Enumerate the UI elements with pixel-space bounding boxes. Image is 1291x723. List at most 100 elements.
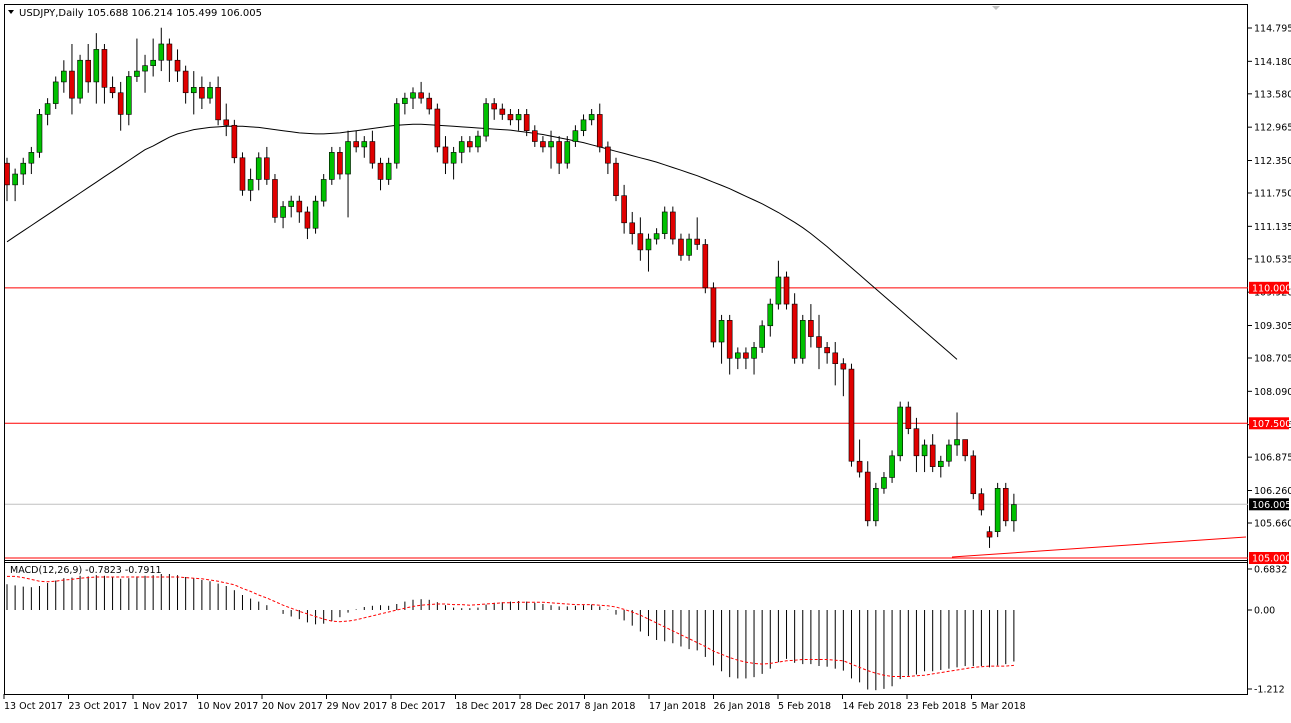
candle[interactable] xyxy=(215,76,221,126)
candle[interactable] xyxy=(702,239,709,294)
candle[interactable] xyxy=(353,130,359,153)
candle[interactable] xyxy=(182,65,189,104)
candle[interactable] xyxy=(101,43,108,104)
candle[interactable] xyxy=(873,482,879,527)
candle[interactable] xyxy=(499,103,506,120)
candle[interactable] xyxy=(621,184,627,234)
candle[interactable] xyxy=(247,168,254,202)
dropdown-triangle-icon[interactable] xyxy=(8,10,14,14)
candle[interactable] xyxy=(588,109,595,126)
candle[interactable] xyxy=(824,342,830,364)
candle[interactable] xyxy=(775,260,782,310)
candle[interactable] xyxy=(946,439,952,467)
candle[interactable] xyxy=(832,342,839,386)
candle[interactable] xyxy=(150,38,156,77)
candle[interactable] xyxy=(272,174,278,223)
candle[interactable] xyxy=(710,282,717,348)
candle[interactable] xyxy=(816,314,822,370)
candle[interactable] xyxy=(905,401,912,435)
candle[interactable] xyxy=(410,87,416,110)
candle[interactable] xyxy=(385,157,392,185)
candle[interactable] xyxy=(393,98,400,169)
candle[interactable] xyxy=(670,206,676,245)
candle[interactable] xyxy=(970,450,977,500)
candle[interactable] xyxy=(61,60,67,93)
candle[interactable] xyxy=(637,217,644,261)
candle[interactable] xyxy=(523,109,530,137)
candle[interactable] xyxy=(52,76,59,110)
candle[interactable] xyxy=(426,92,433,115)
candle[interactable] xyxy=(783,271,790,310)
candle[interactable] xyxy=(913,417,920,473)
candle[interactable] xyxy=(450,146,457,180)
candle[interactable] xyxy=(726,314,733,375)
candle[interactable] xyxy=(231,119,238,164)
candle[interactable] xyxy=(369,130,376,169)
candle[interactable] xyxy=(897,401,904,462)
candle[interactable] xyxy=(986,526,993,548)
candle[interactable] xyxy=(134,38,140,82)
candle[interactable] xyxy=(109,76,116,99)
trend-line[interactable] xyxy=(951,536,1247,558)
candle[interactable] xyxy=(158,27,165,72)
candle[interactable] xyxy=(69,43,75,115)
candle[interactable] xyxy=(85,43,91,93)
candle[interactable] xyxy=(507,109,514,126)
candle[interactable] xyxy=(345,130,351,218)
candle[interactable] xyxy=(848,363,855,467)
candle[interactable] xyxy=(889,450,895,483)
candle[interactable] xyxy=(929,434,936,473)
candle[interactable] xyxy=(572,125,579,147)
candle[interactable] xyxy=(320,174,327,207)
candle[interactable] xyxy=(223,103,230,137)
candle[interactable] xyxy=(20,157,27,185)
candle[interactable] xyxy=(564,136,571,169)
candle[interactable] xyxy=(718,314,725,364)
candle[interactable] xyxy=(994,482,1001,538)
candle[interactable] xyxy=(791,293,798,364)
candle[interactable] xyxy=(77,54,83,104)
candle[interactable] xyxy=(548,130,554,169)
candle[interactable] xyxy=(337,146,343,180)
candle[interactable] xyxy=(759,320,765,353)
candle[interactable] xyxy=(808,304,814,348)
candle[interactable] xyxy=(767,298,774,337)
candle[interactable] xyxy=(629,211,636,245)
candle[interactable] xyxy=(962,439,968,462)
candle[interactable] xyxy=(434,103,441,153)
candle[interactable] xyxy=(255,152,262,191)
candle[interactable] xyxy=(596,103,603,153)
candle[interactable] xyxy=(174,49,181,82)
candle[interactable] xyxy=(12,168,18,202)
candle[interactable] xyxy=(881,472,887,494)
candle[interactable] xyxy=(661,206,668,240)
candle[interactable] xyxy=(686,233,692,261)
candle[interactable] xyxy=(207,81,213,104)
candle[interactable] xyxy=(491,98,498,120)
candle[interactable] xyxy=(28,146,35,175)
candle[interactable] xyxy=(1002,482,1009,527)
candle[interactable] xyxy=(166,38,173,82)
candle[interactable] xyxy=(4,157,10,202)
candle[interactable] xyxy=(142,54,148,93)
candle[interactable] xyxy=(475,130,481,153)
candle[interactable] xyxy=(540,136,546,153)
candle[interactable] xyxy=(751,342,757,375)
candle[interactable] xyxy=(856,439,863,478)
candle[interactable] xyxy=(864,461,871,527)
candle[interactable] xyxy=(605,141,611,175)
candle[interactable] xyxy=(694,217,701,250)
candle[interactable] xyxy=(678,233,684,261)
candle[interactable] xyxy=(199,76,205,110)
candle[interactable] xyxy=(937,455,944,478)
candle[interactable] xyxy=(296,195,303,223)
candle[interactable] xyxy=(645,233,652,272)
candle[interactable] xyxy=(799,314,806,364)
candle[interactable] xyxy=(1011,493,1017,532)
candle[interactable] xyxy=(580,114,587,137)
candle[interactable] xyxy=(734,347,741,370)
candle[interactable] xyxy=(312,195,319,234)
candle[interactable] xyxy=(377,157,384,191)
